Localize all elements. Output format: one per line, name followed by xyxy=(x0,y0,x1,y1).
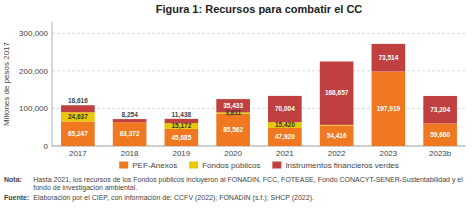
bar-segment xyxy=(61,105,95,112)
legend-swatch xyxy=(272,162,281,169)
legend-label: PEF-Anexos xyxy=(132,161,177,170)
bar-segment xyxy=(113,119,147,122)
bar-segment xyxy=(216,114,250,146)
data-label: 35,433 xyxy=(223,102,243,110)
grid xyxy=(52,33,466,146)
data-label: 45,685 xyxy=(171,134,191,142)
y-tick-label: 100,000 xyxy=(19,104,48,113)
data-label: 54,416 xyxy=(327,132,347,140)
x-tick-label: 2018 xyxy=(121,149,139,158)
bar-segment xyxy=(268,96,302,122)
bar-segment xyxy=(372,44,406,72)
title: Figura 1: Recursos para combatir el CC xyxy=(156,3,363,15)
data-label: 3,811 xyxy=(225,109,241,117)
bar-segment xyxy=(61,112,95,121)
x-tick-label: 2023b xyxy=(429,149,452,158)
x-tick-label: 2017 xyxy=(69,149,87,158)
data-label: 24,637 xyxy=(68,113,88,121)
y-tick-label: 200,000 xyxy=(19,67,48,76)
bar-segment xyxy=(61,121,95,146)
data-label: 65,247 xyxy=(68,130,88,138)
x-tick-label: 2021 xyxy=(276,149,294,158)
x-tick-label: 2023 xyxy=(379,149,397,158)
x-tick-label: 2022 xyxy=(328,149,346,158)
bar-segment xyxy=(113,122,147,146)
data-label: 11,438 xyxy=(172,111,192,119)
legend: PEF-Anexos Fondos públicos Instrumentos fi… xyxy=(119,161,399,170)
legend-item: PEF-Anexos xyxy=(119,161,177,170)
data-label: 197,919 xyxy=(377,105,401,113)
note-label: Fuente: xyxy=(4,194,29,201)
data-label: 73,204 xyxy=(430,106,450,114)
note-line: fondo de investigación ambiental. xyxy=(33,184,137,192)
note-line: Elaboración por el CIEP, con información… xyxy=(33,194,314,202)
data-label: 18,616 xyxy=(68,97,88,105)
note-text: Hasta 2021, los recursos de los Fondos p… xyxy=(33,176,463,192)
bar-segment xyxy=(165,129,199,146)
legend-item: Instrumentos financieros verdes xyxy=(272,161,398,170)
legend-swatch xyxy=(189,162,198,169)
legend-label: Instrumentos financieros verdes xyxy=(285,161,398,170)
bar-segment xyxy=(320,61,354,124)
bar-segment xyxy=(423,124,457,146)
data-label: 15,420 xyxy=(275,121,295,129)
chart: Figura 1: Recursos para combatir el CC 0 1… xyxy=(0,0,474,223)
data-label: 168,657 xyxy=(325,89,349,97)
data-label: 85,562 xyxy=(223,126,243,134)
x-tick-label: 2019 xyxy=(172,149,190,158)
data-label: 15,172 xyxy=(171,122,191,130)
data-label: 73,514 xyxy=(378,54,398,62)
x-tick-label: 2020 xyxy=(224,149,242,158)
note-label: Nota: xyxy=(4,176,22,183)
data-label: 47,920 xyxy=(275,133,295,141)
bar-segment xyxy=(268,128,302,146)
y-axis xyxy=(52,22,53,146)
legend-item: Fondos públicos xyxy=(189,161,260,170)
data-label: 8,254 xyxy=(121,111,138,119)
grid-line xyxy=(52,33,466,34)
bars xyxy=(61,44,457,146)
data-label: 63,372 xyxy=(120,130,140,138)
y-axis-label: Millones de pesos 2017 xyxy=(2,41,11,126)
data-label: 70,004 xyxy=(275,105,295,113)
y-tick-label: 300,000 xyxy=(19,29,48,38)
data-labels: 65,247 63,372 45,685 85,562 47,920 54,416 197,… xyxy=(68,54,451,142)
bar-segment xyxy=(320,126,354,146)
note-text: Elaboración por el CIEP, con información… xyxy=(33,194,314,202)
bar-segment xyxy=(423,96,457,124)
note-line: Hasta 2021, los recursos de los Fondos p… xyxy=(33,176,463,184)
legend-label: Fondos públicos xyxy=(202,161,260,170)
data-label: 59,660 xyxy=(430,131,450,139)
legend-swatch xyxy=(119,162,128,169)
bar-segment xyxy=(372,72,406,146)
y-tick-label: 0 xyxy=(44,142,49,151)
